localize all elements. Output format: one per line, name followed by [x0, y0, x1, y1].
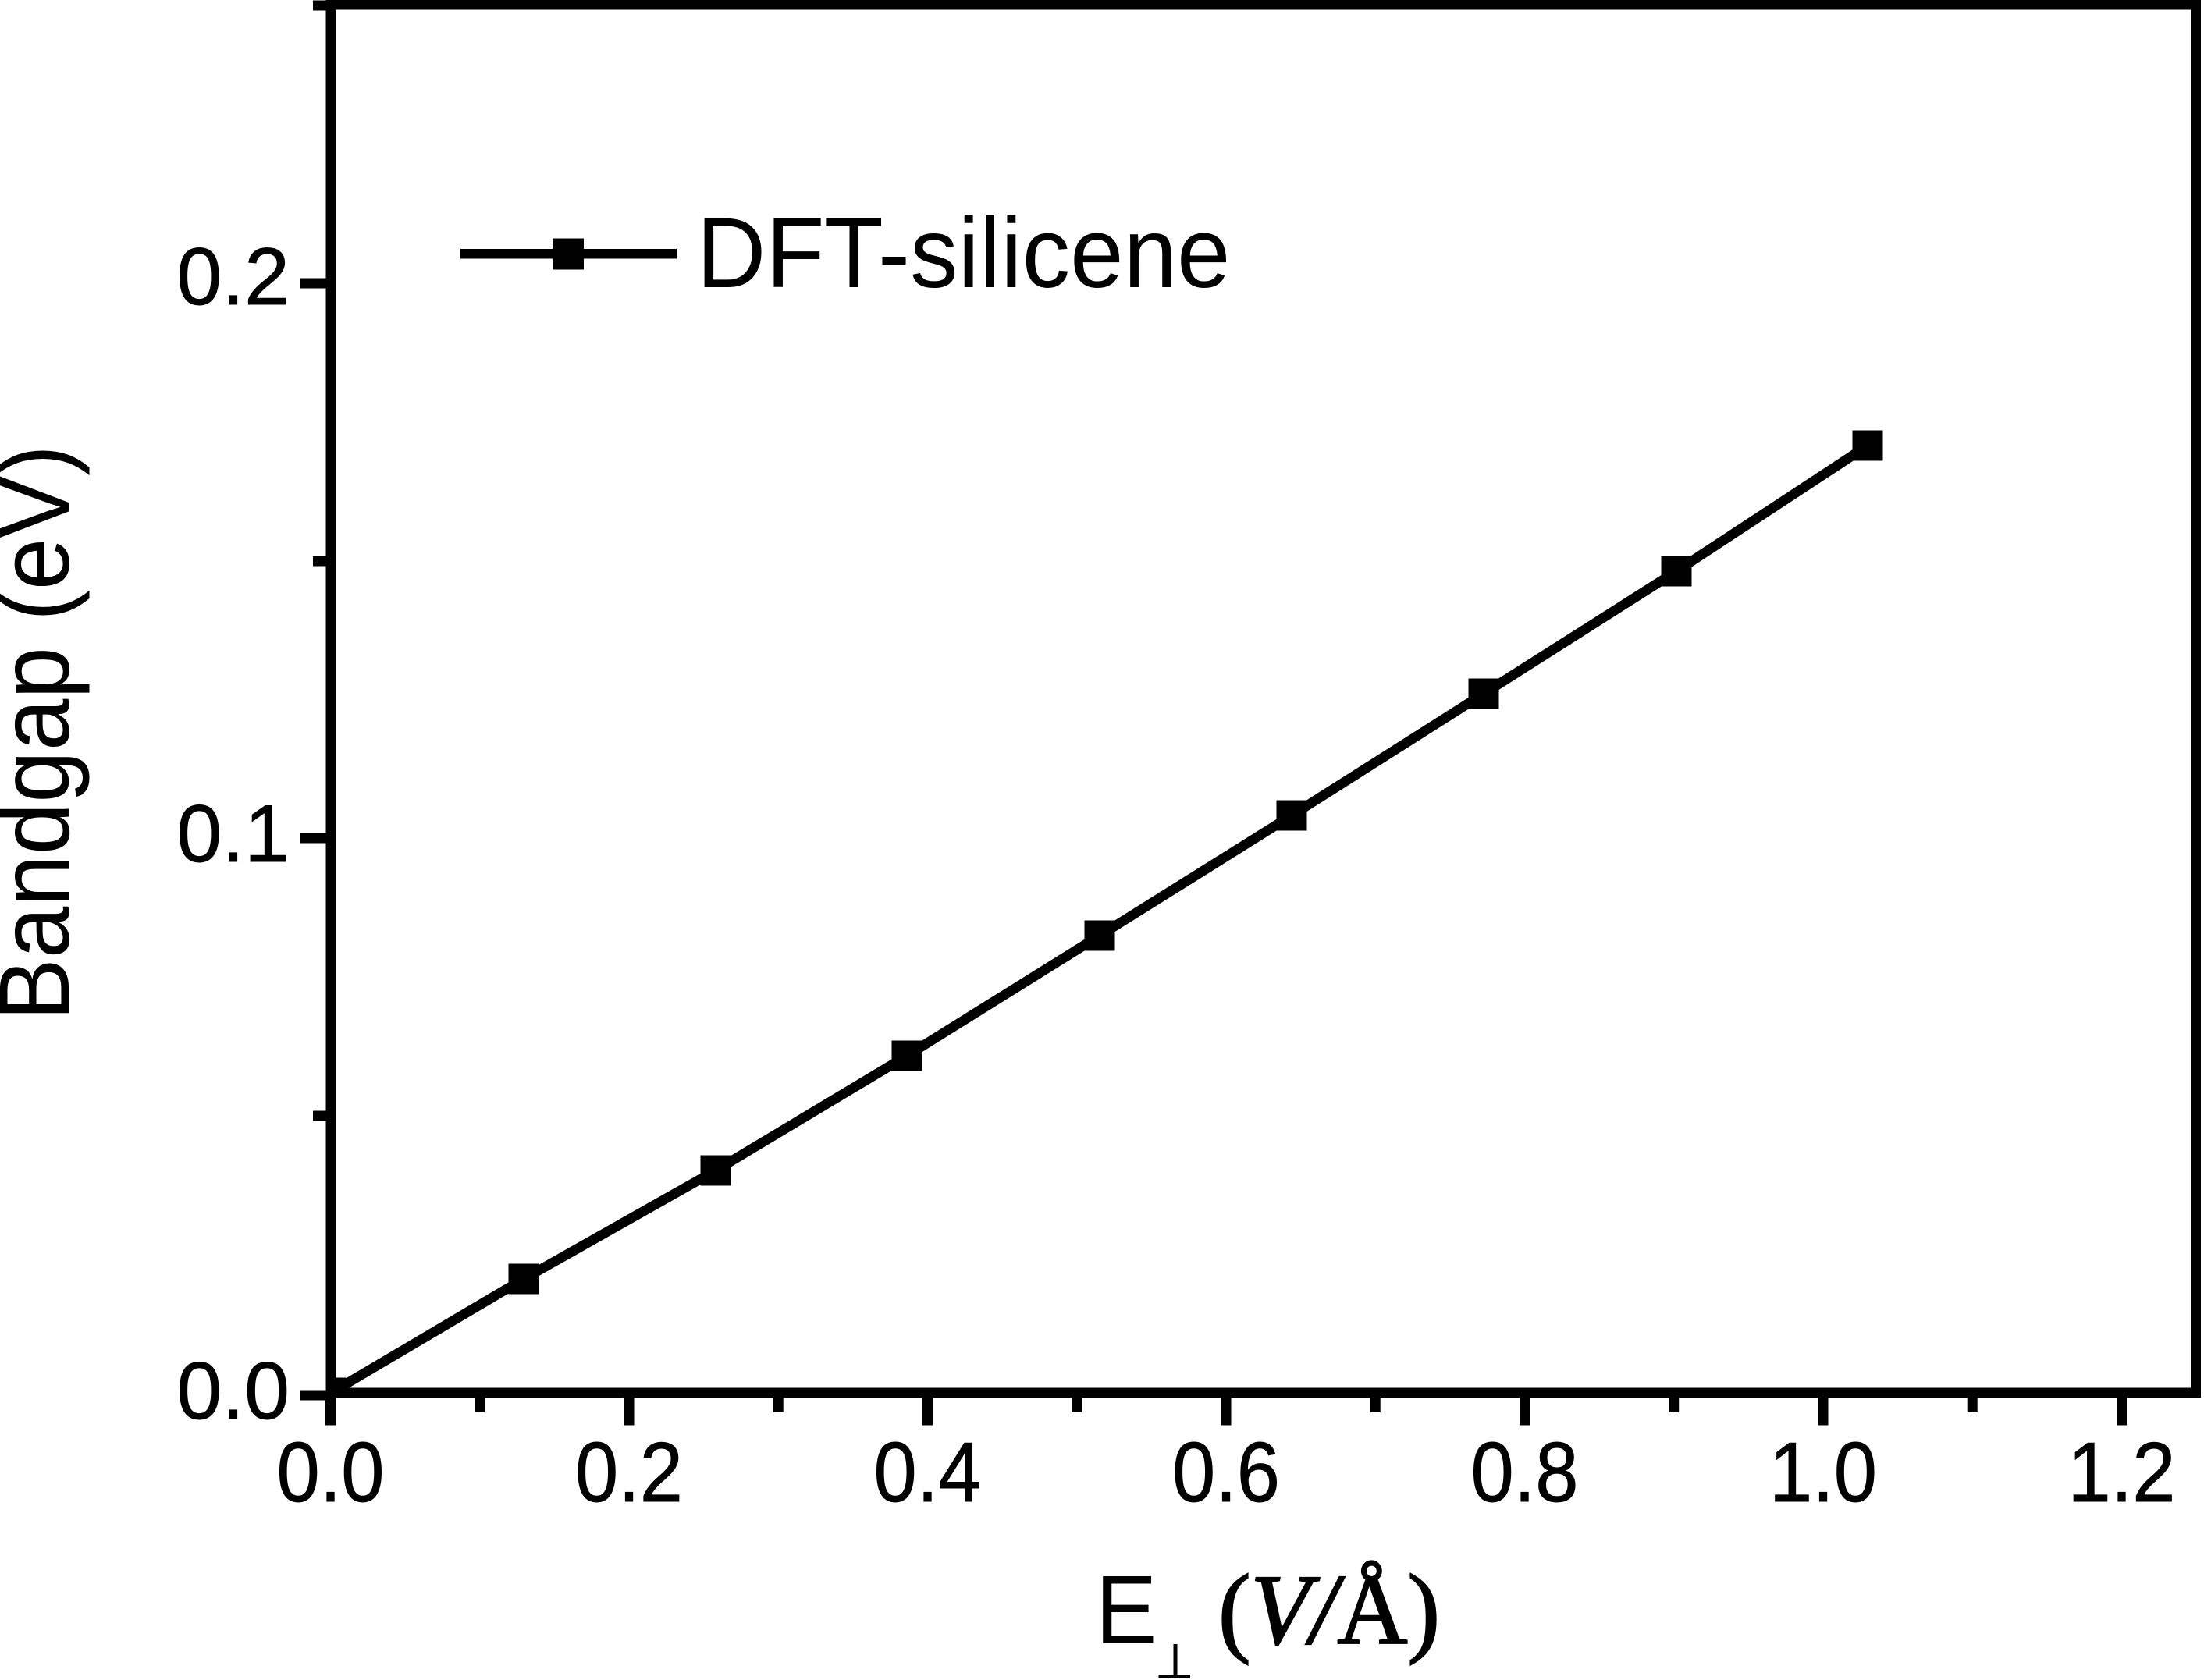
svg-text:0.0: 0.0: [277, 1425, 385, 1520]
svg-text:1.0: 1.0: [1769, 1425, 1877, 1520]
svg-text:0.1: 0.1: [176, 789, 290, 879]
svg-text:1.2: 1.2: [2068, 1425, 2176, 1520]
svg-text:Bandgap (eV): Bandgap (eV): [0, 445, 91, 1021]
svg-text:0.2: 0.2: [575, 1425, 683, 1520]
svg-text:E: E: [1096, 1557, 1157, 1664]
svg-text:0.4: 0.4: [874, 1425, 982, 1520]
svg-text:0.6: 0.6: [1172, 1425, 1280, 1520]
svg-text:0.8: 0.8: [1471, 1425, 1579, 1520]
svg-text:0.0: 0.0: [176, 1346, 290, 1437]
svg-text:0.2: 0.2: [176, 232, 290, 322]
svg-text:DFT-silicene: DFT-silicene: [697, 197, 1231, 309]
svg-text:(V/Å): (V/Å): [1218, 1554, 1440, 1665]
